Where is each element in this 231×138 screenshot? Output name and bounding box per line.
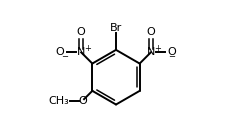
Text: O: O <box>167 47 175 57</box>
Text: O: O <box>146 27 155 37</box>
Text: CH₃: CH₃ <box>48 95 68 106</box>
Text: −: − <box>61 52 67 61</box>
Text: O: O <box>76 27 85 37</box>
Text: O: O <box>56 47 64 57</box>
Text: +: + <box>84 44 91 53</box>
Text: O: O <box>78 95 87 106</box>
Text: +: + <box>153 44 160 53</box>
Text: −: − <box>167 52 175 61</box>
Text: N: N <box>77 47 85 57</box>
Text: Br: Br <box>109 23 122 33</box>
Text: N: N <box>146 47 154 57</box>
